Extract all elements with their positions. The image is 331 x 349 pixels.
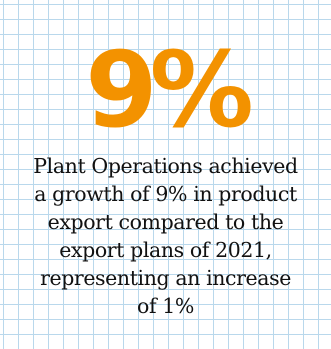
caption-line: a growth of 9% in product (34, 182, 297, 206)
caption-line: representing an increase (40, 266, 291, 290)
headline-stat: 9% (85, 29, 254, 151)
caption-text: Plant Operations achieved a growth of 9%… (8, 152, 323, 320)
caption-line: of 1% (137, 294, 194, 318)
caption-line: export plans of 2021, (59, 238, 272, 262)
caption-line: Plant Operations achieved (33, 154, 298, 178)
caption-line: export compared to the (47, 210, 284, 234)
